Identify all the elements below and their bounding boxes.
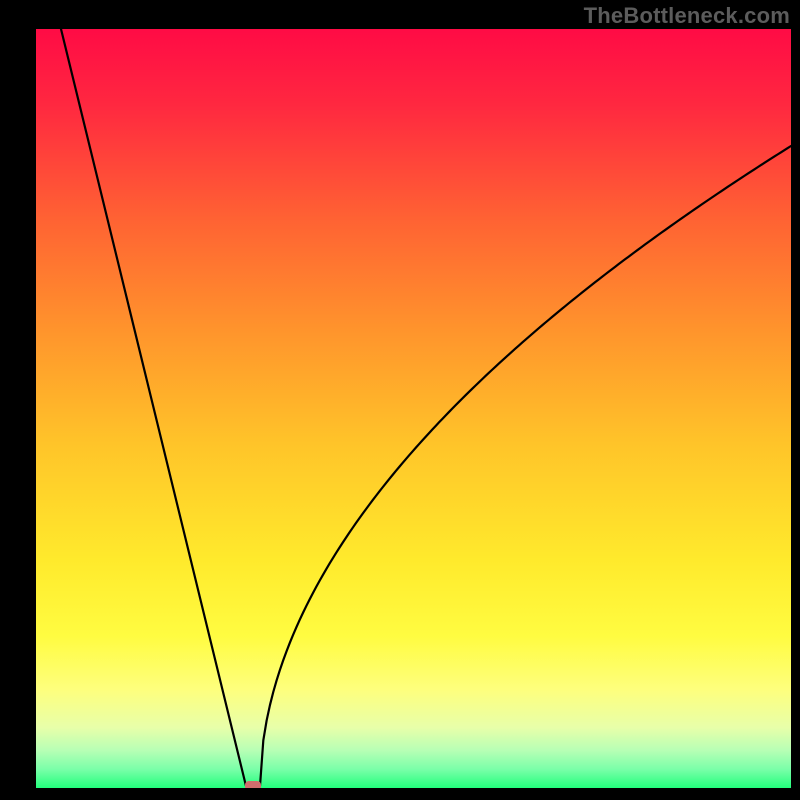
watermark-text: TheBottleneck.com — [584, 3, 790, 29]
chart-svg — [0, 0, 800, 800]
chart-background — [36, 29, 791, 788]
